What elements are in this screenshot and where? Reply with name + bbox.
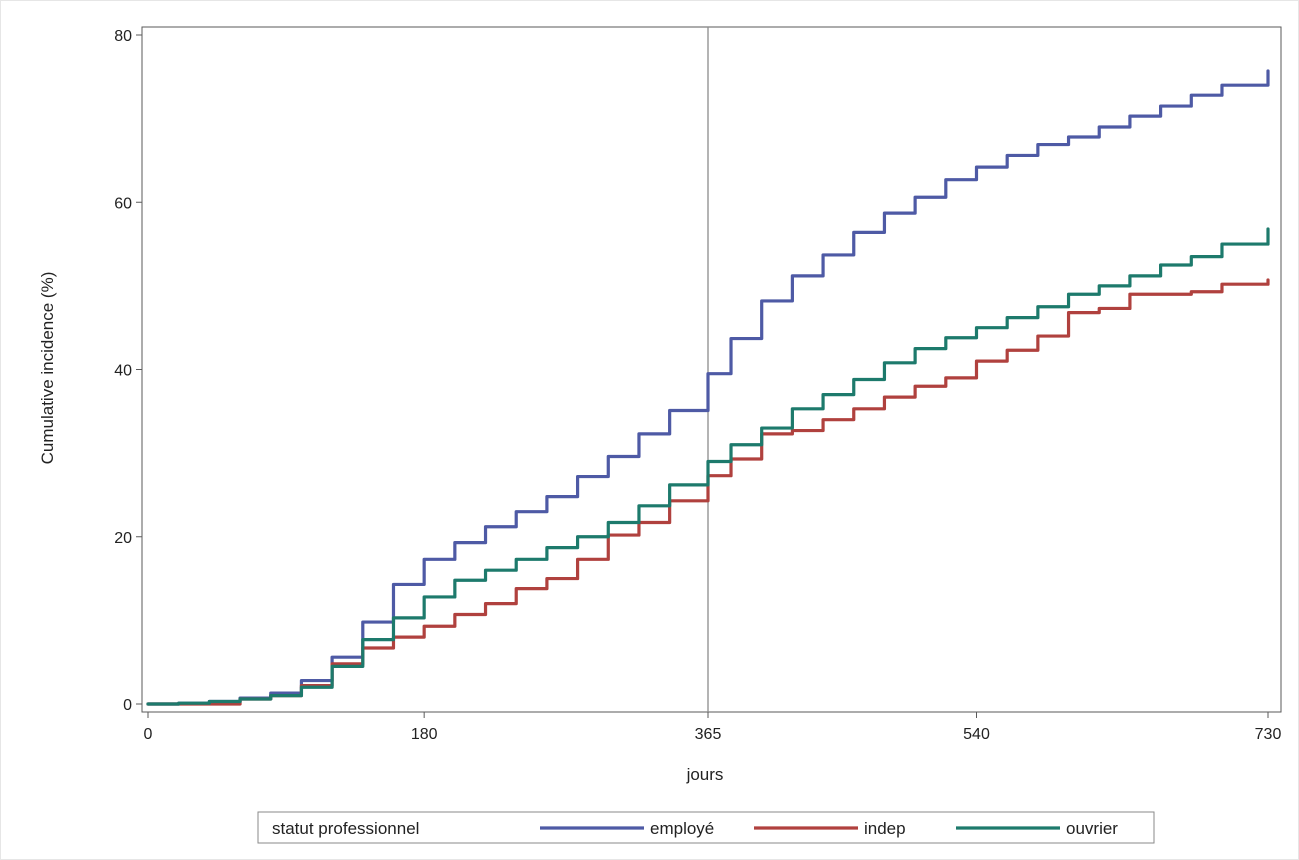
x-tick-label: 730	[1255, 726, 1282, 743]
x-tick-label: 0	[144, 726, 153, 743]
series-line-employé	[146, 69, 1270, 706]
y-axis-title: Cumulative incidence (%)	[38, 272, 57, 465]
legend-items: employé indep ouvrier	[540, 819, 1118, 838]
plot-area	[141, 26, 1282, 713]
axis-layer: 0 180 365 540 730 0 20 40 60 80	[114, 28, 1281, 743]
legend-label-employé: employé	[650, 819, 714, 838]
legend-label-ouvrier: ouvrier	[1066, 819, 1118, 838]
series-layer	[146, 69, 1270, 706]
series-line-ouvrier	[146, 227, 1270, 706]
legend: statut professionnel employé indep ouvrier	[257, 811, 1155, 844]
x-tick-label: 365	[695, 726, 722, 743]
legend-title: statut professionnel	[272, 819, 419, 838]
y-tick-label: 20	[114, 530, 132, 547]
legend-label-indep: indep	[864, 819, 906, 838]
y-tick-label: 80	[114, 28, 132, 45]
x-tick-label: 540	[963, 726, 990, 743]
y-tick-label: 40	[114, 363, 132, 380]
x-tick-label: 180	[411, 726, 438, 743]
y-tick-label: 0	[123, 697, 132, 714]
y-tick-label: 60	[114, 195, 132, 212]
x-axis-title: jours	[686, 765, 724, 784]
